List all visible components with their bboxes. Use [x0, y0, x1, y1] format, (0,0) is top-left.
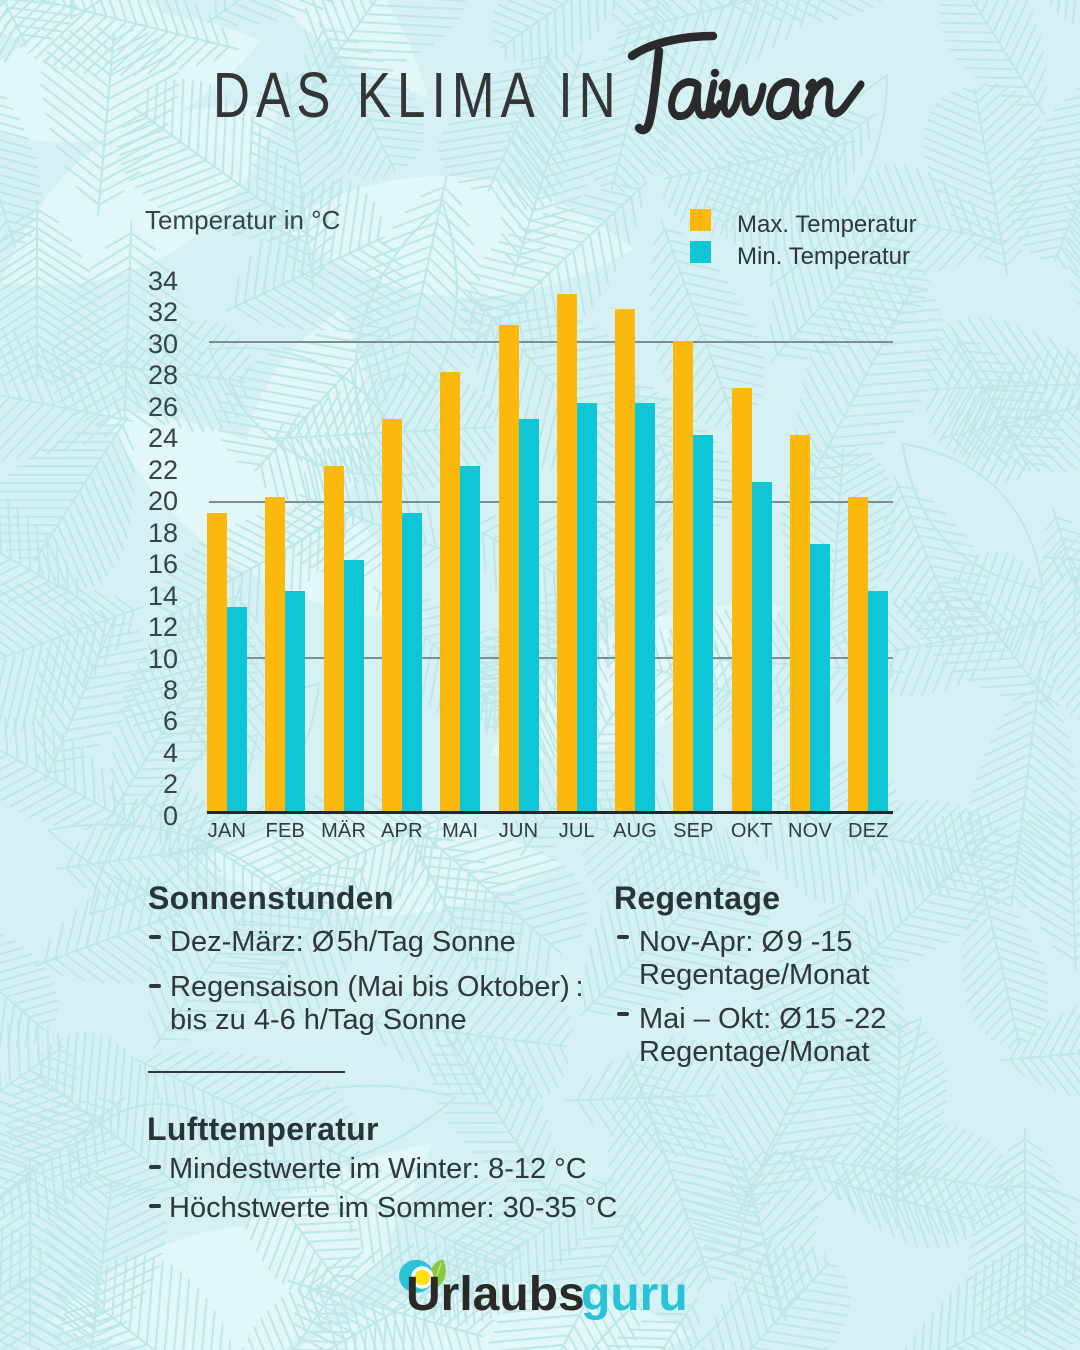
svg-text:guru: guru	[581, 1268, 688, 1321]
svg-text:Urlaubs: Urlaubs	[406, 1268, 585, 1321]
